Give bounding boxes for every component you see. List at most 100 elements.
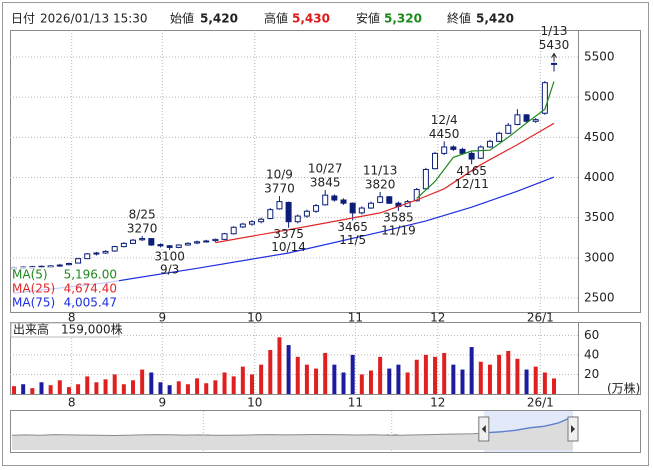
volume-bar <box>94 382 99 394</box>
candle-body <box>386 196 393 204</box>
volume-bar <box>121 384 126 394</box>
volume-bar <box>423 354 428 394</box>
annotation-date: 12/4 <box>431 113 458 127</box>
volume-bar <box>167 385 172 394</box>
volume-bar <box>213 380 218 394</box>
volume-bar <box>195 378 200 394</box>
candle-body <box>377 196 384 203</box>
volume-bar <box>30 388 35 394</box>
candle-body <box>468 152 475 160</box>
moving-average-line <box>215 122 555 244</box>
candle-body <box>459 148 466 154</box>
volume-bar <box>66 387 71 394</box>
volume-bar <box>460 369 465 394</box>
y-tick-label: 2500 <box>584 291 615 305</box>
volume-bar <box>57 380 62 394</box>
candle-body <box>157 244 164 247</box>
volume-bar <box>478 361 483 394</box>
navigator-area <box>12 416 573 450</box>
navigator-frame <box>10 410 641 453</box>
navigator-handle-arrow <box>481 425 486 433</box>
candle-body <box>422 168 429 190</box>
candle-body <box>331 195 338 201</box>
y-tick-label: 3500 <box>584 210 615 224</box>
volume-bar <box>249 374 254 394</box>
low-value: 5,320 <box>384 12 422 26</box>
volume-bar <box>533 366 538 394</box>
volume-bar <box>451 364 456 394</box>
volume-bar <box>240 366 245 394</box>
x-tick-label: 10 <box>247 396 262 410</box>
y-tick-label: 20 <box>584 367 599 381</box>
annotation-date: 11/13 <box>363 163 398 177</box>
header: 日付 2026/01/13 15:30 始値 5,420 高値 5,430 安値… <box>11 11 514 26</box>
candle-body <box>139 238 146 241</box>
candle-body <box>523 114 530 122</box>
moving-average-line <box>13 176 555 294</box>
x-tick-label: 8 <box>68 311 76 325</box>
volume-unit: (万株) <box>607 381 640 396</box>
volume-bar <box>515 358 520 394</box>
x-tick-label: 9 <box>158 311 166 325</box>
candle-body <box>514 114 521 125</box>
x-tick-label: 11 <box>348 396 363 410</box>
candle-body <box>532 119 539 122</box>
annotation-value: 3820 <box>365 177 396 191</box>
candle-body <box>322 194 329 206</box>
candle-body <box>84 253 91 260</box>
volume-bar <box>103 379 108 394</box>
volume-bar <box>204 383 209 394</box>
annotation-value: 3585 <box>383 210 414 224</box>
volume-bar <box>304 364 309 394</box>
annotation-date: 12/11 <box>454 177 489 191</box>
candle-body <box>194 241 201 244</box>
ma-legend-value: 4,674.40 <box>64 282 117 296</box>
navigator-handle[interactable] <box>478 416 490 442</box>
annotation-value: 3100 <box>154 249 185 263</box>
annotation-date: 11/5 <box>339 233 366 247</box>
low-label: 安値 <box>356 11 380 26</box>
annotation-date: 10/27 <box>308 161 343 175</box>
candle-body <box>285 201 292 223</box>
candle-body <box>505 124 512 134</box>
volume-bar <box>277 337 282 394</box>
y-tick-label: 60 <box>584 328 599 342</box>
candle-body <box>551 62 558 65</box>
y-tick-label: 3000 <box>584 250 615 264</box>
ma-legend-name: MA(75) <box>12 296 55 310</box>
annotation-date: 8/25 <box>129 208 156 222</box>
volume-bar <box>112 374 117 394</box>
ma-legend-box <box>11 267 119 311</box>
navigator-handle[interactable] <box>567 416 579 442</box>
volume-bar <box>85 376 90 394</box>
y-tick-label: 5000 <box>584 90 615 104</box>
high-value: 5,430 <box>292 12 330 26</box>
candle-body <box>148 238 155 246</box>
annotation-value: 3375 <box>273 227 304 241</box>
price-panel-frame <box>10 30 641 313</box>
candle-body <box>486 140 493 148</box>
candle-body <box>93 252 100 255</box>
candle-body <box>313 205 320 212</box>
volume-bar <box>359 374 364 394</box>
x-tick-label: 26/1 <box>527 311 554 325</box>
candle-body <box>276 201 283 210</box>
annotation-value: 3770 <box>264 181 295 195</box>
candle-body <box>120 242 127 248</box>
candle-body <box>102 250 109 254</box>
volume-bar <box>231 376 236 394</box>
volume-bar <box>442 352 447 394</box>
candle-body <box>413 189 420 202</box>
volume-bar <box>378 356 383 394</box>
volume-bar <box>497 354 502 394</box>
volume-bar <box>368 370 373 394</box>
volume-bar <box>332 364 337 394</box>
volume-bar <box>552 378 557 394</box>
volume-bar <box>542 372 547 394</box>
candle-body <box>441 146 448 154</box>
volume-bar <box>21 384 26 394</box>
candle-body <box>267 209 274 219</box>
candle-body <box>212 238 219 242</box>
navigator-handle-arrow <box>571 425 575 433</box>
